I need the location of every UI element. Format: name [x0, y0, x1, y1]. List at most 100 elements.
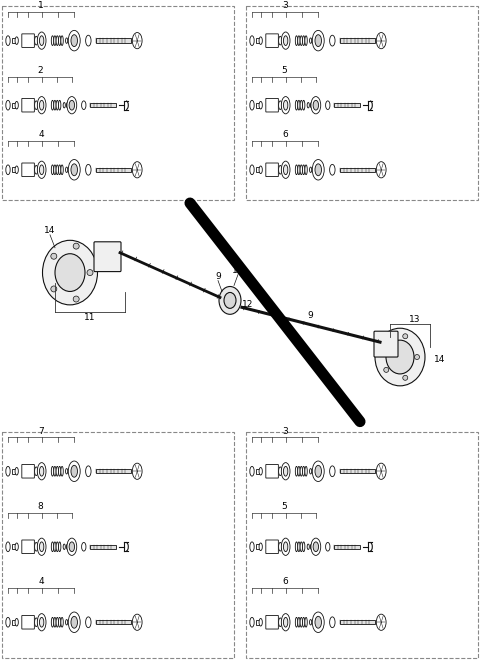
Ellipse shape	[35, 467, 38, 475]
Ellipse shape	[132, 463, 142, 479]
FancyBboxPatch shape	[266, 615, 278, 629]
Ellipse shape	[302, 36, 305, 46]
Ellipse shape	[67, 538, 77, 555]
Ellipse shape	[39, 617, 44, 627]
Circle shape	[403, 334, 408, 338]
Ellipse shape	[330, 466, 335, 477]
Ellipse shape	[298, 165, 300, 175]
Ellipse shape	[281, 613, 290, 631]
Ellipse shape	[39, 542, 44, 552]
Ellipse shape	[55, 254, 85, 292]
Ellipse shape	[376, 162, 386, 178]
Ellipse shape	[313, 100, 319, 110]
Ellipse shape	[54, 100, 56, 110]
Ellipse shape	[35, 36, 38, 45]
Text: 11: 11	[84, 313, 96, 323]
Ellipse shape	[15, 619, 18, 626]
Circle shape	[51, 253, 57, 259]
Ellipse shape	[312, 30, 324, 51]
Ellipse shape	[67, 97, 77, 114]
Ellipse shape	[71, 465, 77, 477]
Text: 3: 3	[282, 1, 288, 11]
Text: 10: 10	[232, 266, 244, 274]
Ellipse shape	[284, 542, 288, 552]
Bar	[340, 620, 375, 625]
Ellipse shape	[6, 100, 10, 110]
Circle shape	[73, 296, 79, 302]
Ellipse shape	[68, 612, 80, 633]
Ellipse shape	[302, 617, 305, 627]
Ellipse shape	[51, 165, 54, 175]
Ellipse shape	[307, 102, 309, 108]
Ellipse shape	[313, 619, 315, 625]
Ellipse shape	[305, 165, 307, 175]
Ellipse shape	[313, 38, 315, 44]
Bar	[12, 38, 15, 44]
Ellipse shape	[56, 100, 59, 110]
Ellipse shape	[278, 165, 282, 174]
Ellipse shape	[284, 467, 288, 476]
Ellipse shape	[300, 542, 302, 552]
Ellipse shape	[61, 467, 63, 476]
FancyBboxPatch shape	[266, 34, 278, 48]
Ellipse shape	[312, 612, 324, 633]
Ellipse shape	[298, 617, 300, 627]
Ellipse shape	[298, 542, 300, 552]
Ellipse shape	[310, 38, 312, 44]
Ellipse shape	[281, 32, 290, 50]
Ellipse shape	[61, 36, 63, 46]
Ellipse shape	[69, 469, 71, 474]
Bar	[90, 103, 116, 107]
Bar	[96, 469, 131, 473]
Ellipse shape	[37, 538, 46, 555]
Bar	[256, 167, 260, 173]
Bar	[2, 432, 234, 658]
Ellipse shape	[284, 36, 288, 46]
Ellipse shape	[310, 469, 312, 474]
Ellipse shape	[54, 467, 56, 476]
FancyBboxPatch shape	[266, 540, 278, 553]
Bar	[256, 544, 260, 549]
Ellipse shape	[59, 165, 61, 175]
Ellipse shape	[302, 467, 305, 476]
Ellipse shape	[69, 100, 74, 110]
Ellipse shape	[59, 36, 61, 46]
FancyBboxPatch shape	[22, 34, 35, 48]
Ellipse shape	[376, 32, 386, 49]
Text: 6: 6	[282, 578, 288, 586]
Bar	[246, 7, 478, 200]
Ellipse shape	[259, 37, 262, 44]
Ellipse shape	[37, 97, 46, 114]
Text: 5: 5	[281, 502, 287, 511]
Ellipse shape	[51, 100, 54, 110]
Ellipse shape	[59, 542, 61, 552]
Text: 12: 12	[242, 300, 254, 309]
Ellipse shape	[63, 102, 65, 108]
Ellipse shape	[71, 616, 77, 628]
Ellipse shape	[69, 167, 71, 173]
Bar	[334, 103, 360, 107]
Ellipse shape	[278, 467, 282, 475]
Ellipse shape	[312, 159, 324, 180]
Ellipse shape	[61, 165, 63, 175]
Bar	[334, 545, 360, 549]
Ellipse shape	[37, 613, 46, 631]
Circle shape	[403, 375, 408, 380]
Bar	[96, 168, 131, 172]
Ellipse shape	[298, 467, 300, 476]
Ellipse shape	[278, 101, 282, 110]
Ellipse shape	[302, 100, 305, 110]
FancyBboxPatch shape	[266, 465, 278, 478]
Ellipse shape	[59, 617, 61, 627]
Bar	[256, 38, 260, 44]
Ellipse shape	[35, 165, 38, 174]
Bar	[12, 102, 15, 108]
Ellipse shape	[15, 467, 18, 475]
Ellipse shape	[51, 467, 54, 476]
Ellipse shape	[311, 538, 321, 555]
FancyBboxPatch shape	[374, 331, 398, 357]
Ellipse shape	[132, 162, 142, 178]
Ellipse shape	[56, 542, 59, 552]
Ellipse shape	[68, 159, 80, 180]
Text: 4: 4	[38, 130, 44, 139]
